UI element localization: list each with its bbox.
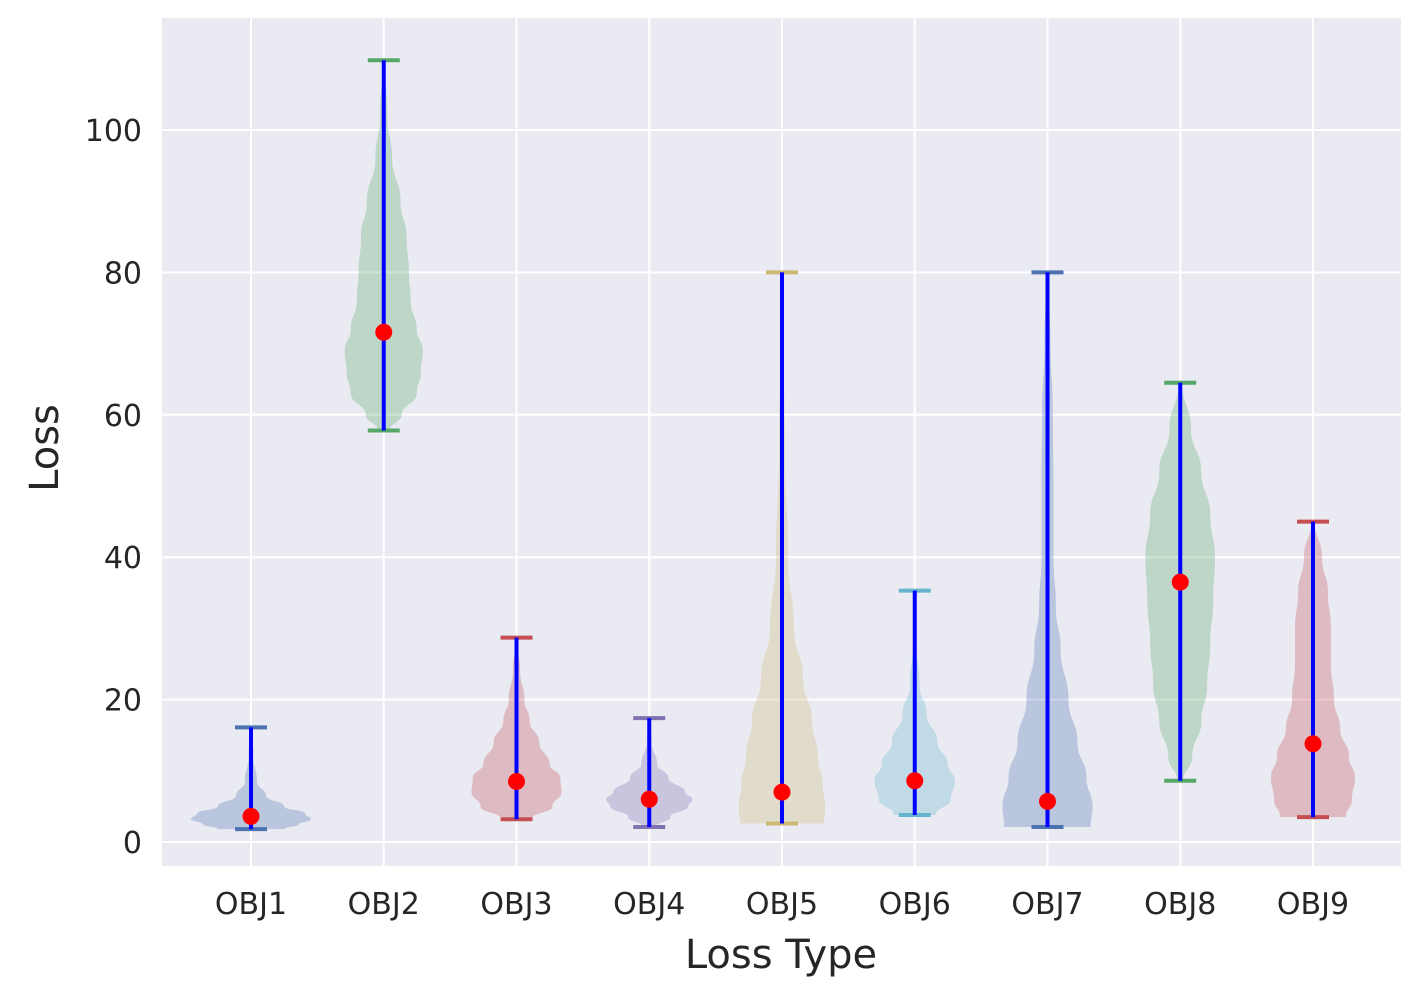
y-tick-label: 80: [104, 256, 142, 291]
y-tick-label: 20: [104, 684, 142, 719]
x-tick-label-obj2: OBJ2: [348, 887, 420, 922]
y-tick-label: 60: [104, 399, 142, 434]
y-tick-labels: 0 20 40 60 80 100: [85, 114, 142, 861]
y-axis-title: Loss: [22, 404, 68, 492]
median-marker-obj9: [1304, 735, 1322, 753]
median-marker-obj8: [1171, 573, 1189, 591]
x-axis-title: Loss Type: [685, 932, 877, 978]
x-tick-label-obj3: OBJ3: [480, 887, 552, 922]
y-tick-label: 0: [123, 826, 142, 861]
median-marker-obj7: [1039, 792, 1056, 810]
median-marker-obj2: [375, 323, 393, 341]
median-marker-obj3: [508, 772, 525, 790]
x-tick-label-obj7: OBJ7: [1011, 887, 1083, 922]
range-lines: [235, 58, 1329, 832]
x-tick-label-obj4: OBJ4: [613, 887, 685, 922]
y-tick-label: 40: [104, 541, 142, 576]
x-tick-labels: OBJ1 OBJ2 OBJ3 OBJ4 OBJ5 OBJ6 OBJ7 OBJ8 OBJ9: [215, 887, 1349, 922]
median-markers: [242, 323, 1322, 825]
x-tick-label-obj9: OBJ9: [1277, 887, 1349, 922]
median-marker-obj6: [906, 772, 924, 790]
median-marker-obj4: [640, 790, 658, 808]
median-marker-obj1: [242, 807, 260, 825]
x-tick-label-obj8: OBJ8: [1144, 887, 1216, 922]
y-tick-label: 100: [85, 114, 142, 149]
median-marker-obj5: [773, 783, 791, 801]
x-tick-label-obj5: OBJ5: [746, 887, 818, 922]
x-tick-label-obj6: OBJ6: [879, 887, 951, 922]
x-tick-label-obj1: OBJ1: [215, 887, 287, 922]
